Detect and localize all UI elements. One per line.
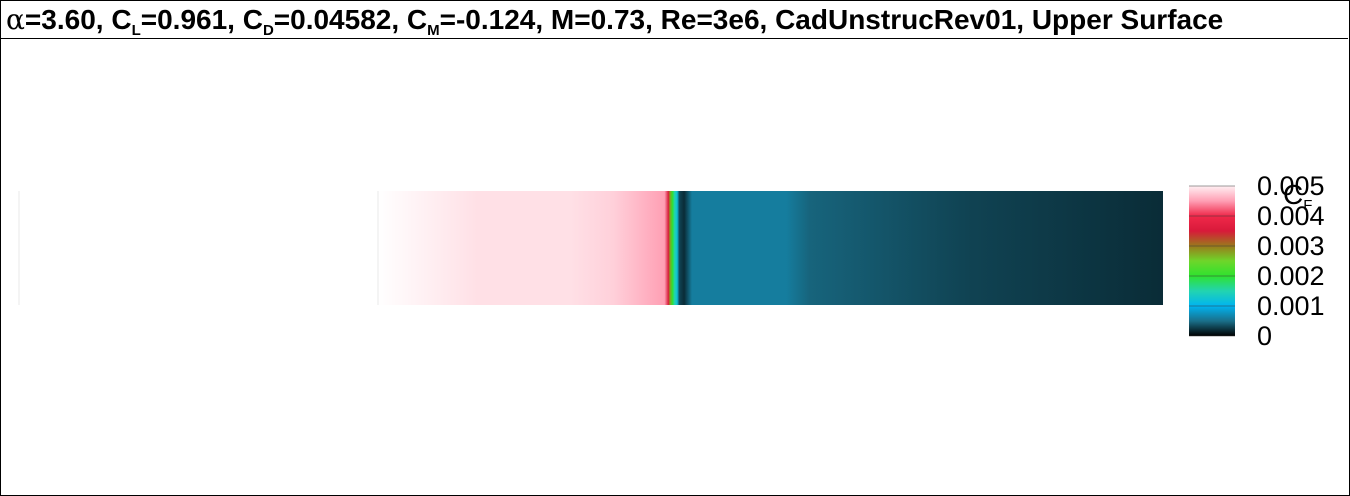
upper-surface-contour: [378, 191, 1163, 305]
title-cm-sub: M: [427, 22, 440, 39]
title-alpha-text: =3.60, C: [24, 4, 132, 35]
colorbar: [1189, 186, 1235, 336]
title-cd-text: =0.04582, C: [273, 4, 428, 35]
leading-edge-fade: [378, 191, 478, 305]
colorbar-tick-label: 0.001: [1257, 291, 1325, 321]
contour-chart: [18, 185, 1235, 337]
colorbar-tick-label: 0.002: [1257, 261, 1325, 291]
title-cd-sub: D: [262, 22, 274, 39]
colorbar-label: C: [1283, 179, 1304, 210]
alpha-symbol: α: [6, 3, 25, 36]
colorbar-label-sub: F: [1303, 197, 1313, 214]
colorbar-tick-label: 0: [1257, 321, 1273, 351]
title-bar: α=3.60, CL=0.961, CD=0.04582, CM=-0.124,…: [0, 0, 1348, 39]
title-rest-text: =-0.124, M=0.73, Re=3e6, CadUnstrucRev01…: [439, 4, 1224, 35]
colorbar-tick-label: 0.005: [1257, 171, 1325, 201]
colorbar-tick-label: 0.003: [1257, 231, 1325, 261]
colorbar-tick-label: 0.004: [1257, 201, 1325, 231]
chart-title: α=3.60, CL=0.961, CD=0.04582, CM=-0.124,…: [6, 3, 1223, 48]
colorbar-title: CF: [1283, 179, 1312, 214]
title-cl-text: =0.961, C: [140, 4, 263, 35]
plot-area: CF 0.005 0.004 0.003 0.002 0.001 0: [0, 39, 1348, 494]
title-cl-sub: L: [131, 22, 141, 39]
